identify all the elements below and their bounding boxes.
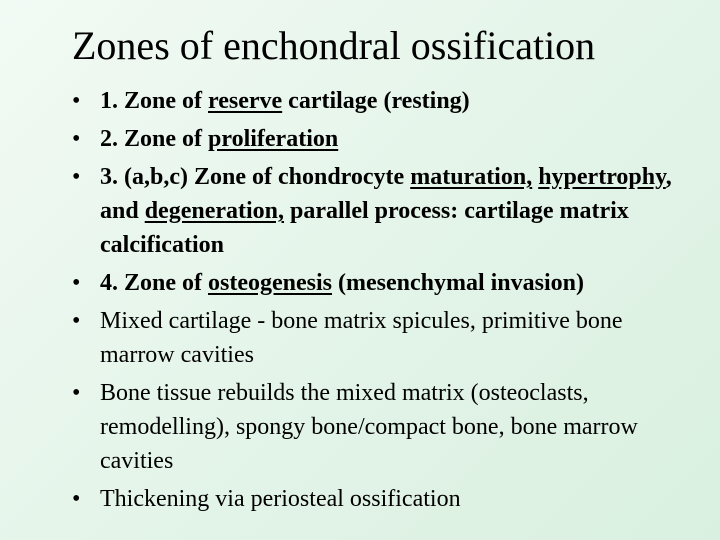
bullet-text: cartilage (resting) [282, 88, 470, 114]
underlined-text: maturation, [410, 164, 533, 190]
bullet-text: Mixed cartilage - bone matrix spicules, … [100, 308, 629, 368]
bullet-item: 4. Zone of osteogenesis (mesenchymal inv… [72, 266, 684, 300]
underlined-text: reserve [208, 88, 283, 114]
bullet-item: 3. (a,b,c) Zone of chondrocyte maturatio… [72, 160, 684, 262]
bullet-text: 4. Zone of [100, 270, 208, 296]
underlined-text: proliferation [208, 126, 339, 152]
bullet-text: Thickening via periosteal ossification [100, 486, 461, 512]
underlined-text: osteogenesis [208, 270, 332, 296]
bullet-item: Mixed cartilage - bone matrix spicules, … [72, 304, 684, 372]
bullet-text: (mesenchymal invasion) [331, 270, 584, 296]
bullet-text: 1. Zone of [100, 88, 208, 114]
bullet-item: 1. Zone of reserve cartilage (resting) [72, 84, 684, 118]
underlined-text: hypertrophy [538, 164, 666, 190]
bullet-text: Bone tissue rebuilds the mixed matrix (o… [100, 380, 644, 474]
bullet-item: 2. Zone of proliferation [72, 122, 684, 156]
bullet-text: , and [100, 164, 684, 224]
bullet-text: parallel process: cartilage matrix calci… [100, 198, 635, 258]
bullet-item: Bone tissue rebuilds the mixed matrix (o… [72, 376, 684, 478]
bullet-list: 1. Zone of reserve cartilage (resting) 2.… [72, 84, 684, 520]
slide-title: Zones of enchondral ossification [72, 23, 596, 68]
bullet-item: Thickening via periosteal ossification [72, 482, 684, 516]
bullet-text: 3. (a,b,c) Zone of chondrocyte [100, 164, 411, 190]
underlined-text: degeneration, [144, 198, 285, 224]
bullet-text: 2. Zone of [100, 126, 208, 152]
